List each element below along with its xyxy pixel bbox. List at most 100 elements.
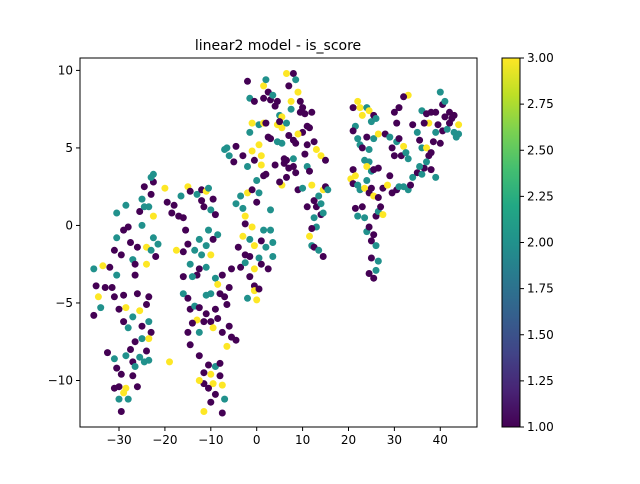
colorbar-tick-label: 1.75	[527, 282, 554, 296]
data-point	[315, 246, 323, 254]
data-point	[129, 313, 137, 321]
data-point	[145, 356, 153, 364]
data-point	[239, 232, 247, 240]
colorbar	[501, 57, 521, 428]
data-point	[285, 132, 293, 139]
data-point	[248, 147, 256, 155]
data-point	[367, 237, 375, 245]
data-point	[379, 211, 387, 219]
data-point	[409, 173, 417, 181]
data-point	[211, 305, 219, 313]
colorbar-tick-label: 1.25	[527, 374, 554, 388]
data-point	[149, 212, 157, 220]
data-point	[441, 97, 449, 105]
data-point	[225, 152, 233, 160]
data-point	[402, 149, 410, 157]
data-point	[374, 194, 382, 201]
data-point	[273, 138, 281, 146]
data-point	[202, 242, 210, 250]
data-point	[166, 358, 173, 366]
data-point	[179, 214, 187, 222]
data-point	[358, 144, 366, 152]
data-point	[195, 352, 203, 360]
data-point	[400, 93, 408, 101]
data-point	[211, 390, 219, 398]
plot-area-frame	[79, 57, 478, 428]
data-point	[228, 265, 235, 273]
data-point	[358, 111, 366, 119]
data-point	[179, 248, 187, 256]
data-point	[108, 284, 116, 291]
data-point	[384, 181, 391, 189]
data-point	[246, 128, 254, 136]
data-point	[179, 273, 187, 281]
data-point	[390, 108, 398, 116]
data-point	[404, 155, 412, 163]
data-point	[207, 370, 215, 378]
data-point	[434, 121, 442, 129]
y-axis-ticks: −10 −5 0 5 10	[48, 63, 80, 387]
colorbar-tick-label: 1.50	[527, 328, 554, 342]
data-point	[372, 266, 380, 274]
data-point	[186, 341, 194, 349]
data-point	[122, 352, 130, 360]
data-point	[218, 409, 226, 417]
data-point	[296, 97, 304, 105]
data-point	[367, 184, 375, 192]
data-point	[209, 235, 217, 243]
data-point	[214, 280, 222, 288]
data-point	[211, 274, 219, 282]
data-point	[393, 119, 401, 127]
data-point	[370, 135, 378, 143]
data-point	[450, 111, 458, 119]
data-point	[423, 144, 430, 152]
data-point	[253, 177, 261, 184]
data-point	[244, 294, 251, 302]
data-point	[218, 381, 226, 389]
x-tick-label: 20	[341, 433, 356, 447]
data-point	[409, 121, 417, 129]
colorbar-tick-label: 3.00	[527, 51, 554, 65]
data-point	[113, 209, 121, 217]
data-point	[241, 259, 249, 267]
data-point	[262, 119, 270, 127]
data-point	[363, 177, 371, 184]
data-point	[257, 260, 265, 268]
x-tick-label: −20	[152, 433, 177, 447]
data-point	[205, 184, 212, 192]
data-point	[315, 192, 323, 200]
data-point	[198, 251, 206, 259]
data-point	[221, 293, 229, 301]
data-point	[131, 338, 139, 346]
data-point	[308, 181, 316, 189]
data-point	[195, 328, 203, 336]
data-point	[292, 169, 300, 177]
data-point	[303, 203, 311, 211]
data-point	[395, 135, 403, 143]
data-point	[427, 149, 435, 157]
data-point	[161, 184, 169, 192]
data-point	[152, 253, 160, 260]
data-point	[184, 294, 192, 302]
data-point	[122, 304, 130, 312]
data-point	[443, 125, 451, 133]
data-point	[241, 220, 249, 228]
data-point	[436, 88, 444, 96]
data-point	[110, 384, 118, 392]
data-point	[253, 296, 261, 304]
data-point	[131, 260, 139, 268]
data-point	[427, 166, 435, 174]
data-point	[365, 223, 373, 231]
data-point	[386, 133, 394, 141]
x-axis-ticks: −30 −20 −10 0 10 20 30 40	[106, 427, 448, 447]
data-point	[207, 398, 215, 406]
data-point	[255, 189, 263, 197]
data-point	[191, 246, 199, 254]
data-point	[361, 184, 369, 192]
data-point	[255, 285, 263, 293]
data-point	[202, 263, 210, 271]
data-point	[127, 346, 134, 353]
data-point	[423, 158, 430, 166]
data-point	[138, 195, 146, 203]
data-point	[184, 328, 192, 336]
